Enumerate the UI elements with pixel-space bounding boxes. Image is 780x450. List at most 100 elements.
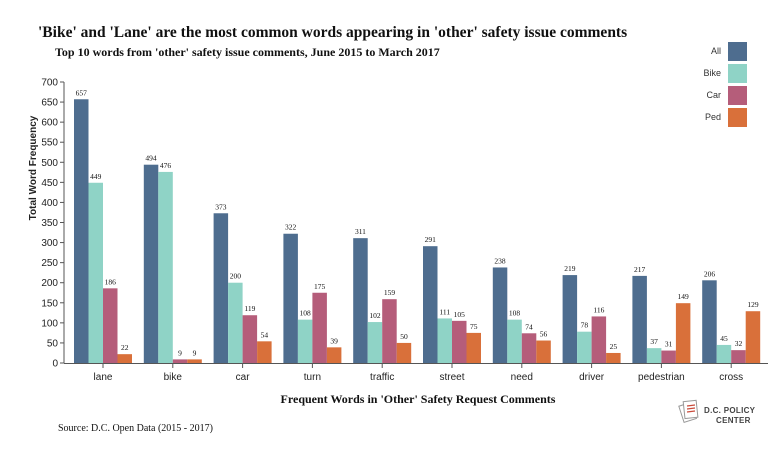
dc-policy-center-logo-icon [678,399,699,424]
value-label: 129 [747,300,759,309]
value-label: 75 [470,322,478,331]
value-label: 322 [285,223,297,232]
value-label: 9 [178,348,182,357]
y-tick-label: 550 [41,138,58,149]
bar-car-bike [228,282,243,363]
bar-driver-ped [606,352,621,363]
value-label: 119 [244,304,255,313]
value-label: 449 [90,172,102,181]
value-label: 78 [581,321,589,330]
logo-text-line2: CENTER [716,416,751,425]
value-label: 74 [525,322,533,331]
x-tick-label: traffic [370,372,394,383]
value-label: 116 [593,305,604,314]
value-label: 149 [678,292,690,301]
legend-swatch-ped [728,108,747,127]
bar-street-ped [466,332,481,363]
y-tick-label: 300 [41,238,58,249]
value-label: 9 [193,348,197,357]
value-label: 108 [300,309,312,318]
x-tick-label: turn [304,372,321,383]
bar-driver-bike [577,331,592,363]
legend-label-all: All [711,46,721,56]
bar-turn-all [283,233,298,363]
legend-swatch-car [728,86,747,105]
x-tick-label: pedestrian [638,372,685,383]
value-label: 22 [121,343,129,352]
value-label: 45 [720,334,728,343]
bar-traffic-car [382,299,397,363]
chart-subtitle: Top 10 words from 'other' safety issue c… [55,45,440,59]
y-tick-label: 250 [41,258,58,269]
y-tick-label: 500 [41,158,58,169]
value-label: 200 [230,272,242,281]
bar-need-bike [507,319,522,363]
value-label: 657 [76,88,88,97]
bar-lane-car [103,288,118,363]
value-label: 219 [564,264,576,273]
value-label: 105 [454,310,466,319]
bar-pedestrian-ped [675,303,691,363]
source-note: Source: D.C. Open Data (2015 - 2017) [58,423,213,434]
x-axis-label: Frequent Words in 'Other' Safety Request… [281,392,556,406]
y-tick-label: 100 [41,318,58,329]
y-tick-label: 400 [41,198,58,209]
legend-label-bike: Bike [703,68,721,78]
y-tick-label: 50 [47,338,59,349]
bar-traffic-all [353,238,368,363]
x-tick-label: street [439,372,464,383]
y-axis: 0 50 100 150 200 250 300 350 400 450 500 550 600 650 7… [41,78,65,370]
value-label: 291 [425,235,437,244]
bars [74,99,761,364]
bar-turn-bike [297,319,313,363]
x-tick-label: need [511,372,533,383]
bar-cross-car [731,350,746,363]
value-label: 39 [330,336,338,345]
bar-cross-bike [716,344,732,363]
bar-cross-all [702,280,717,363]
bar-traffic-ped [396,342,412,363]
bar-lane-bike [88,182,103,363]
bar-street-car [452,320,467,363]
bar-lane-ped [117,354,132,363]
value-label: 373 [215,202,227,211]
legend-label-car: Car [706,90,721,100]
chart-title: 'Bike' and 'Lane' are the most common wo… [38,24,627,41]
bar-turn-ped [326,347,342,363]
y-tick-label: 150 [41,298,58,309]
bar-turn-car [312,292,327,363]
bar-bike-car [172,359,188,363]
bar-pedestrian-all [632,275,647,363]
value-label: 111 [439,307,450,316]
bar-street-all [423,246,438,363]
y-tick-label: 350 [41,218,58,229]
y-tick-label: 0 [52,359,58,370]
bar-driver-all [562,275,578,363]
y-tick-label: 700 [41,78,58,89]
logo: D.C. POLICY CENTER [678,399,755,425]
value-label: 186 [105,277,117,286]
value-label: 54 [261,330,269,339]
bar-bike-all [143,164,159,363]
x-tick-label: lane [94,372,113,383]
value-label: 56 [540,330,548,339]
bar-bike-ped [187,359,202,363]
y-tick-label: 600 [41,118,58,129]
y-tick-label: 650 [41,98,58,109]
x-tick-label: bike [164,372,183,383]
bar-need-all [492,267,508,363]
bar-car-all [213,213,229,363]
value-label: 108 [509,309,521,318]
value-label: 206 [704,269,716,278]
bar-need-car [521,333,537,363]
value-label: 50 [400,332,408,341]
bar-need-ped [536,340,551,363]
x-tick-label: driver [579,372,605,383]
bar-bike-bike [158,171,173,363]
value-label: 159 [384,288,396,297]
value-label: 238 [494,256,506,265]
value-label: 175 [314,282,326,291]
x-axis: lane bike car turn traffic street need driver pe… [94,364,743,383]
